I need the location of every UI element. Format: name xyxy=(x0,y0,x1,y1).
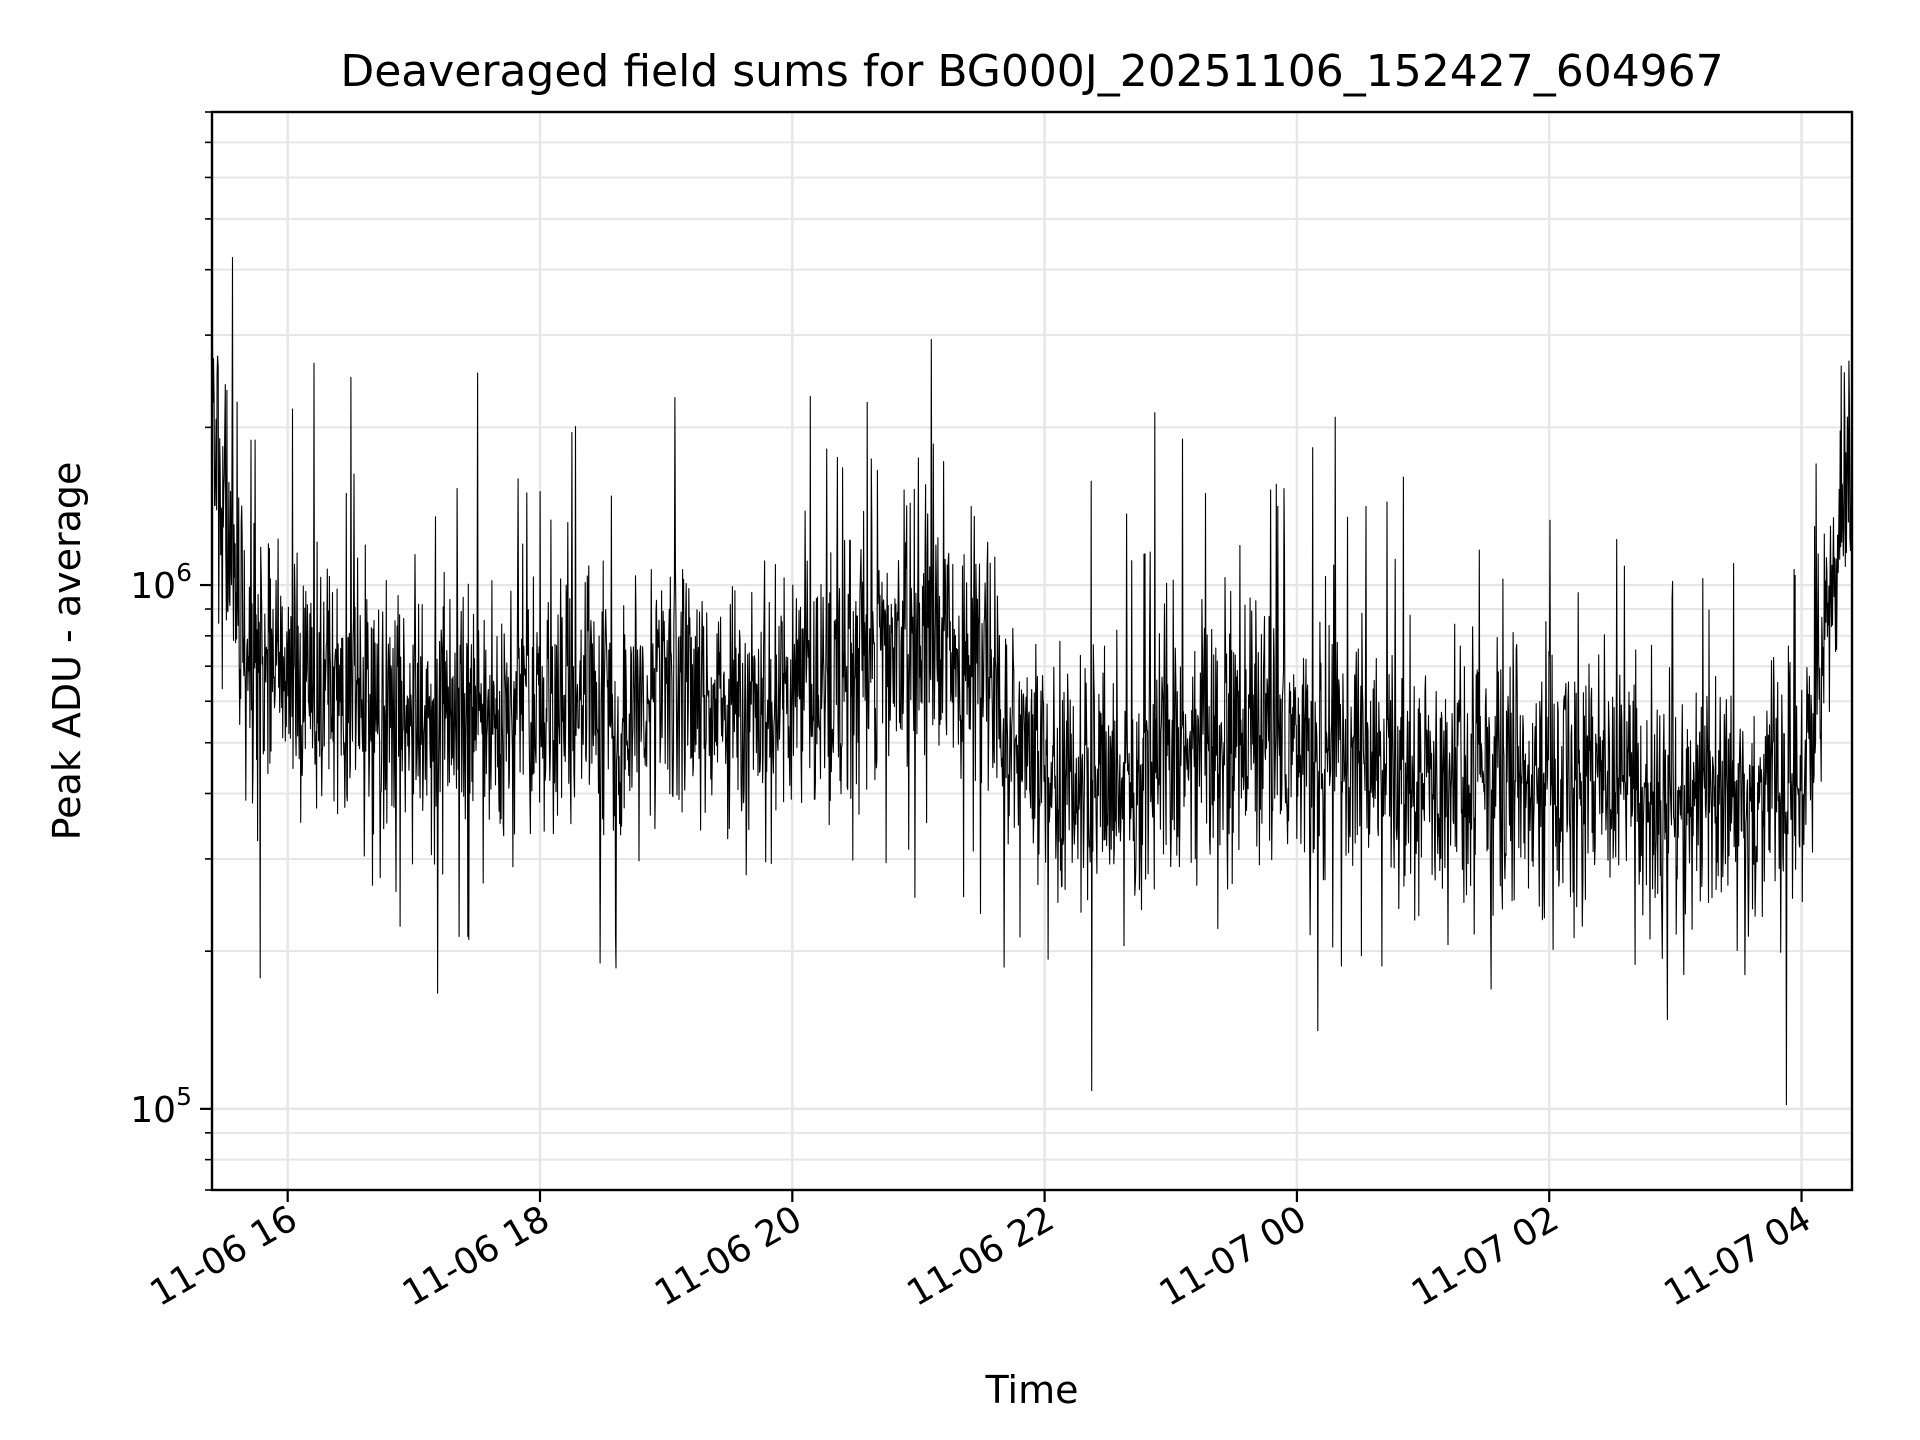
x-tick-label: 11-06 20 xyxy=(648,1198,809,1314)
x-tick-label: 11-07 04 xyxy=(1657,1198,1818,1314)
x-tick-label: 11-06 16 xyxy=(144,1198,305,1314)
plot-frame xyxy=(210,110,1854,1192)
x-axis-label: Time xyxy=(985,1368,1079,1412)
series-line xyxy=(211,256,1853,1106)
x-tick-label: 11-06 22 xyxy=(900,1198,1061,1314)
x-tick-label: 11-07 02 xyxy=(1405,1198,1566,1314)
series-layer xyxy=(211,256,1853,1106)
y-axis-label: Peak ADU - average xyxy=(45,462,89,841)
x-tick-label: 11-06 18 xyxy=(396,1198,557,1314)
x-tick-label: 11-07 00 xyxy=(1153,1198,1314,1314)
chart-title: Deaveraged field sums for BG000J_2025110… xyxy=(340,46,1723,97)
y-tick-label: 106 xyxy=(130,558,192,607)
y-tick-label: 105 xyxy=(130,1082,192,1131)
